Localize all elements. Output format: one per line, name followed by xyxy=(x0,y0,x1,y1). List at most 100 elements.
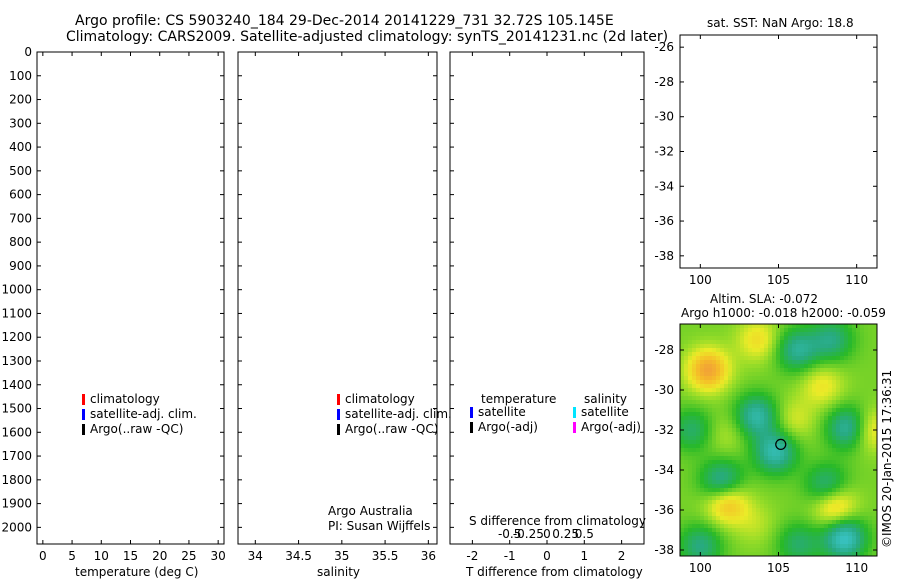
sla-cell xyxy=(816,388,821,393)
sla-cell xyxy=(844,408,849,413)
sla-cell xyxy=(736,544,741,549)
sla-cell xyxy=(856,392,861,397)
sla-cell xyxy=(788,364,793,369)
sla-cell xyxy=(748,476,753,481)
sla-cell xyxy=(708,504,713,509)
sla-cell xyxy=(796,344,801,349)
sla-cell xyxy=(700,476,705,481)
sla-cell xyxy=(868,500,873,505)
sla-cell xyxy=(804,344,809,349)
sla-cell xyxy=(860,552,865,556)
sla-cell xyxy=(752,400,757,405)
sla-cell xyxy=(788,412,793,417)
sla-cell xyxy=(788,512,793,517)
sla-cell xyxy=(740,456,745,461)
sla-cell xyxy=(772,536,777,541)
sla-cell xyxy=(680,488,685,493)
sla-cell xyxy=(812,500,817,505)
sla-cell xyxy=(840,400,845,405)
sla-cell xyxy=(796,432,801,437)
sla-cell xyxy=(812,452,817,457)
sla-cell xyxy=(836,528,841,533)
sla-cell xyxy=(796,516,801,521)
sla-cell xyxy=(704,432,709,437)
legend-item-climatology: climatology xyxy=(82,392,197,407)
sla-cell xyxy=(716,420,721,425)
sla-cell xyxy=(780,364,785,369)
sla-cell xyxy=(696,476,701,481)
sla-cell xyxy=(840,532,845,537)
sla-cell xyxy=(724,324,729,329)
sla-cell xyxy=(852,360,857,365)
sla-cell xyxy=(748,404,753,409)
sla-cell xyxy=(808,416,813,421)
sla-cell xyxy=(780,336,785,341)
sla-cell xyxy=(684,416,689,421)
sla-cell xyxy=(828,384,833,389)
sla-cell xyxy=(784,388,789,393)
sla-cell xyxy=(772,380,777,385)
legend-item-argo: Argo(..raw -QC) xyxy=(337,422,452,437)
sla-cell xyxy=(828,552,833,556)
sla-cell xyxy=(700,400,705,405)
sla-cell xyxy=(688,540,693,545)
sla-cell xyxy=(760,524,765,529)
sla-cell xyxy=(764,384,769,389)
sla-cell xyxy=(752,412,757,417)
sla-cell xyxy=(868,480,873,485)
sla-cell xyxy=(872,328,877,333)
sla-cell xyxy=(720,460,725,465)
sla-cell xyxy=(860,532,865,537)
sla-cell xyxy=(688,420,693,425)
sla-cell xyxy=(792,432,797,437)
sla-cell xyxy=(788,348,793,353)
sla-cell xyxy=(760,500,765,505)
sla-cell xyxy=(800,484,805,489)
sla-cell xyxy=(784,432,789,437)
sla-cell xyxy=(728,368,733,373)
sla-cell xyxy=(780,416,785,421)
sla-cell xyxy=(844,340,849,345)
sla-cell xyxy=(808,436,813,441)
sla-cell xyxy=(748,536,753,541)
sla-cell xyxy=(808,480,813,485)
sla-cell xyxy=(716,452,721,457)
sla-cell xyxy=(712,448,717,453)
sla-cell xyxy=(784,336,789,341)
sla-cell xyxy=(740,396,745,401)
sla-cell xyxy=(712,540,717,545)
sla-cell xyxy=(860,424,865,429)
sla-cell xyxy=(716,408,721,413)
sla-cell xyxy=(716,372,721,377)
sla-cell xyxy=(680,472,685,477)
sla-cell xyxy=(840,352,845,357)
sla-cell xyxy=(704,524,709,529)
sla-cell xyxy=(732,468,737,473)
sla-cell xyxy=(840,372,845,377)
sla-cell xyxy=(712,488,717,493)
sla-cell xyxy=(804,364,809,369)
sla-cell xyxy=(724,348,729,353)
sla-cell xyxy=(836,368,841,373)
sla-cell xyxy=(804,532,809,537)
sla-cell xyxy=(696,408,701,413)
sla-cell xyxy=(684,448,689,453)
sla-cell xyxy=(868,392,873,397)
sla-cell xyxy=(748,352,753,357)
sla-cell xyxy=(768,404,773,409)
sla-cell xyxy=(760,324,765,329)
sla-cell xyxy=(800,384,805,389)
sla-cell xyxy=(720,444,725,449)
sla-cell xyxy=(700,540,705,545)
sla-cell xyxy=(776,520,781,525)
sla-cell xyxy=(724,456,729,461)
sla-cell xyxy=(824,324,829,329)
sla-cell xyxy=(784,516,789,521)
legend-item-sal-argo: Argo(-adj) xyxy=(573,420,641,435)
sla-cell xyxy=(868,396,873,401)
sla-cell xyxy=(752,336,757,341)
sla-cell xyxy=(732,384,737,389)
sla-cell xyxy=(764,536,769,541)
sla-cell xyxy=(812,376,817,381)
sla-cell xyxy=(828,468,833,473)
